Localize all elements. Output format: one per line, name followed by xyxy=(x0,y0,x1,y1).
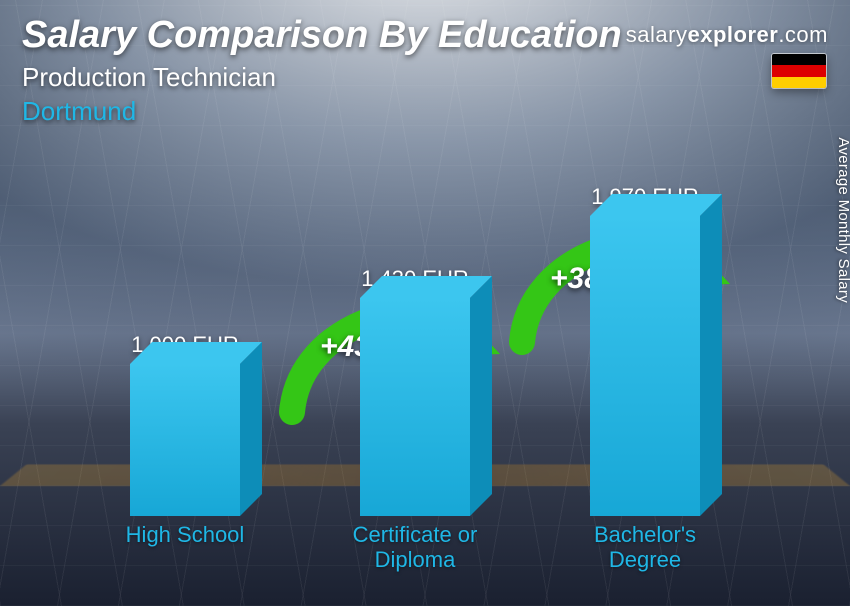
bar-chart: +43% +38% 1,000 EUR 1,430 EUR 1,970 EUR xyxy=(70,150,760,576)
flag-stripe-1 xyxy=(772,65,826,76)
x-label-2: Bachelor's Degree xyxy=(555,522,735,576)
page-title: Salary Comparison By Education xyxy=(22,14,622,57)
x-label-0: High School xyxy=(95,522,275,576)
bars-container: 1,000 EUR 1,430 EUR 1,970 EUR xyxy=(70,150,760,516)
bar-1: 1,430 EUR xyxy=(340,266,490,516)
bar-0: 1,000 EUR xyxy=(110,332,260,516)
bar-shape-1 xyxy=(360,298,470,516)
flag-stripe-2 xyxy=(772,77,826,88)
bar-2: 1,970 EUR xyxy=(570,184,720,516)
city-label: Dortmund xyxy=(22,96,136,127)
brand-bold: explorer xyxy=(687,22,778,47)
flag-stripe-0 xyxy=(772,54,826,65)
infographic-stage: Salary Comparison By Education Productio… xyxy=(0,0,850,606)
brand-label: salaryexplorer.com xyxy=(626,22,828,48)
brand-suffix: .com xyxy=(778,22,828,47)
x-labels: High School Certificate or Diploma Bache… xyxy=(70,522,760,576)
bar-shape-2 xyxy=(590,216,700,516)
country-flag-icon xyxy=(772,54,826,88)
subtitle: Production Technician xyxy=(22,62,276,93)
x-label-1: Certificate or Diploma xyxy=(325,522,505,576)
y-axis-label: Average Monthly Salary xyxy=(836,137,850,303)
bar-shape-0 xyxy=(130,364,240,516)
brand-prefix: salary xyxy=(626,22,688,47)
